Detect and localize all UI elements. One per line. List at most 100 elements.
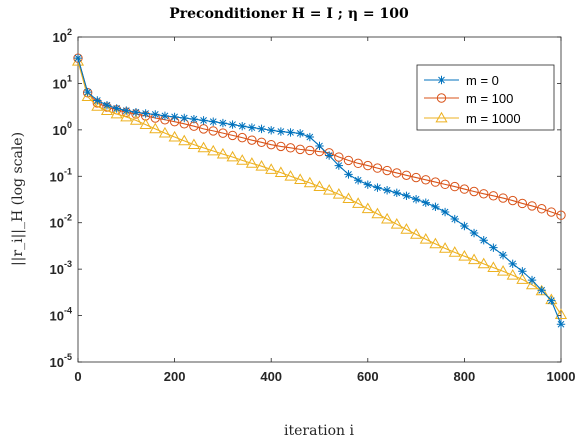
y-tick-label: 10-1: [50, 166, 72, 184]
data-point-circle: [285, 143, 296, 153]
data-point-asterisk: [238, 121, 247, 131]
data-point-asterisk: [189, 114, 199, 124]
series-line: [77, 58, 562, 216]
legend-item: m = 100: [424, 91, 513, 106]
series-3: [71, 55, 568, 319]
data-point-circle: [527, 201, 537, 211]
data-point-triangle: [303, 176, 316, 188]
series-1: [73, 53, 566, 329]
data-point-asterisk: [489, 243, 498, 252]
x-tick-label: 1000: [547, 369, 576, 384]
data-point-triangle: [361, 202, 374, 214]
data-point-triangle: [506, 269, 519, 280]
data-point-triangle: [274, 166, 287, 178]
y-tick-base: 10: [50, 216, 64, 231]
data-point-triangle: [255, 159, 268, 171]
y-tick-label: 100: [53, 120, 72, 138]
legend-item: m = 1000: [424, 111, 521, 126]
y-tick-label: 102: [53, 27, 72, 45]
data-point-triangle: [435, 111, 448, 123]
data-point-triangle: [236, 154, 249, 165]
x-tick-label: 400: [260, 369, 282, 384]
data-point-asterisk: [247, 123, 257, 132]
data-point-triangle: [129, 114, 143, 125]
data-point-circle: [247, 135, 257, 145]
data-point-asterisk: [131, 108, 141, 117]
data-point-circle: [436, 93, 447, 103]
data-point-triangle: [448, 246, 461, 257]
data-point-triangle: [178, 134, 191, 146]
data-point-triangle: [467, 253, 481, 265]
data-point-asterisk: [460, 221, 469, 231]
data-point-circle: [401, 170, 412, 181]
data-point-asterisk: [431, 202, 440, 212]
data-point-triangle: [554, 308, 568, 319]
chart-title: Preconditioner H = I ; η = 100: [169, 6, 409, 22]
legend-items: m = 0 m = 100 m = 1000: [424, 73, 521, 126]
data-point-triangle: [197, 141, 210, 153]
data-point-circle: [392, 168, 402, 178]
data-point-circle: [363, 160, 373, 171]
y-tick-base: 10: [53, 123, 67, 138]
legend-item: m = 0: [424, 73, 499, 88]
data-point-triangle: [477, 257, 490, 269]
data-point-triangle: [419, 233, 432, 244]
data-point-asterisk: [228, 120, 237, 129]
y-tick-base: 10: [50, 355, 64, 370]
data-point-asterisk: [218, 118, 228, 128]
data-point-triangle: [410, 228, 423, 239]
data-point-asterisk: [437, 75, 446, 85]
data-point-circle: [508, 195, 518, 206]
data-point-circle: [305, 145, 315, 156]
data-point-asterisk: [353, 176, 363, 185]
data-point-circle: [266, 139, 276, 150]
data-point-asterisk: [324, 151, 334, 160]
data-point-triangle: [81, 90, 94, 102]
data-point-asterisk: [450, 214, 459, 224]
data-point-circle: [440, 179, 450, 190]
data-point-triangle: [265, 163, 278, 174]
data-point-circle: [421, 175, 431, 185]
legend-label: m = 100: [466, 91, 513, 106]
data-point-triangle: [352, 197, 365, 208]
x-tick-label: 600: [357, 369, 379, 384]
data-point-asterisk: [276, 127, 286, 136]
y-tick-base: 10: [53, 30, 67, 45]
data-point-asterisk: [518, 267, 527, 276]
y-tick-base: 10: [53, 76, 67, 91]
data-point-asterisk: [141, 109, 150, 118]
data-point-asterisk: [411, 195, 421, 204]
data-point-asterisk: [112, 104, 121, 113]
data-point-asterisk: [556, 320, 566, 329]
data-point-circle: [218, 128, 228, 138]
data-point-asterisk: [160, 111, 170, 121]
data-point-asterisk: [382, 186, 392, 195]
data-point-asterisk: [267, 126, 276, 135]
x-tick-label: 0: [74, 369, 81, 384]
data-point-asterisk: [305, 132, 315, 142]
data-point-asterisk: [180, 113, 189, 123]
data-point-circle: [227, 130, 238, 141]
data-point-triangle: [487, 261, 500, 272]
data-point-circle: [208, 126, 218, 136]
data-point-asterisk: [170, 112, 179, 122]
y-tick-label: 10-4: [50, 306, 72, 324]
data-point-circle: [517, 198, 528, 209]
data-point-circle: [411, 172, 421, 183]
data-point-asterisk: [421, 198, 430, 207]
data-point-asterisk: [402, 191, 411, 200]
data-point-asterisk: [344, 170, 353, 179]
data-point-triangle: [371, 207, 384, 219]
y-axis-label: ||r_i||_H (log scale): [10, 132, 26, 266]
data-point-asterisk: [286, 128, 295, 137]
data-point-circle: [237, 132, 247, 143]
data-point-circle: [276, 141, 286, 152]
data-point-asterisk: [209, 117, 218, 126]
data-point-asterisk: [334, 161, 344, 170]
data-point-triangle: [149, 122, 162, 134]
data-point-triangle: [91, 100, 104, 111]
data-point-asterisk: [73, 53, 83, 63]
data-point-triangle: [207, 144, 220, 156]
y-tick-exponent: 2: [67, 27, 72, 37]
data-point-triangle: [439, 242, 452, 253]
